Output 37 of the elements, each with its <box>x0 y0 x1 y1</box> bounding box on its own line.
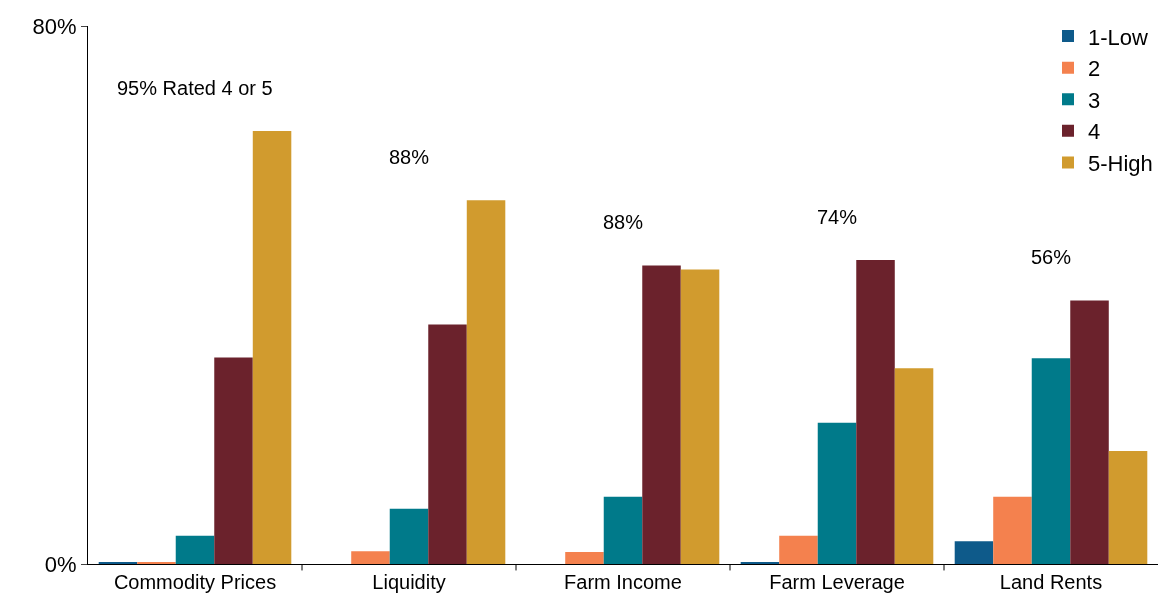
bar <box>1031 358 1071 564</box>
y-tick-label: 0% <box>44 551 77 577</box>
legend-label: 2 <box>1088 56 1101 82</box>
annotation: 88% <box>603 211 644 233</box>
legend-label: 3 <box>1088 87 1101 113</box>
bar <box>351 551 390 564</box>
bar <box>680 269 720 564</box>
bar <box>1108 451 1148 564</box>
bar <box>603 496 643 564</box>
x-tick-label: Land Rents <box>999 571 1103 593</box>
bar <box>214 357 253 564</box>
bar <box>817 422 857 564</box>
annotation: 95% Rated 4 or 5 <box>117 77 273 99</box>
legend-label: 4 <box>1088 119 1101 145</box>
bar <box>389 508 429 564</box>
y-tick-label: 80% <box>32 13 77 39</box>
bar <box>894 368 934 564</box>
legend-label: 1-Low <box>1088 24 1149 50</box>
bar <box>1070 300 1109 564</box>
bar <box>428 324 467 564</box>
legend-label: 5-High <box>1088 151 1153 177</box>
x-tick-label: Farm Leverage <box>769 571 905 593</box>
x-tick-label: Farm Income <box>564 571 682 593</box>
x-tick-label: Liquidity <box>372 571 446 593</box>
bar <box>856 260 895 564</box>
bar <box>565 551 604 564</box>
bar <box>954 541 994 564</box>
bar <box>993 496 1032 564</box>
bar <box>779 535 818 564</box>
annotation: 74% <box>817 206 858 228</box>
bar <box>252 130 292 564</box>
annotation: 88% <box>389 146 430 168</box>
x-tick-label: Commodity Prices <box>113 571 277 593</box>
annotation: 56% <box>1031 246 1072 268</box>
bar <box>466 200 506 564</box>
bar <box>175 535 215 564</box>
bar <box>642 265 681 564</box>
